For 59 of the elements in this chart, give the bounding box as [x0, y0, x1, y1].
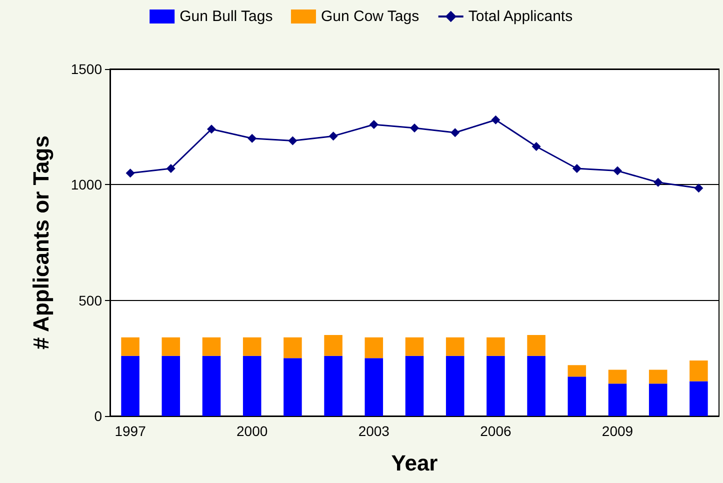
bar: [608, 370, 627, 384]
x-tick-label: 2009: [602, 423, 634, 439]
bar: [446, 337, 464, 356]
legend-label: Gun Bull Tags: [180, 8, 273, 25]
bar: [527, 356, 546, 416]
point: [572, 164, 582, 173]
point: [207, 124, 216, 134]
bar: [568, 365, 586, 377]
y-tick-label: 0: [94, 408, 102, 424]
bar: [608, 384, 627, 416]
bar: [202, 337, 221, 356]
point: [491, 115, 500, 124]
x-axis-title: Year: [391, 450, 438, 476]
point: [532, 142, 541, 151]
bar: [446, 356, 464, 416]
point: [654, 178, 663, 187]
bar: [690, 381, 708, 416]
bar: [486, 356, 505, 416]
point: [328, 132, 338, 141]
bar: [486, 337, 505, 356]
point: [166, 164, 176, 173]
bar: [162, 356, 180, 416]
bar: [364, 358, 384, 416]
bar: [324, 356, 342, 416]
bar: [202, 356, 221, 416]
bar: [121, 337, 140, 356]
bar: [568, 376, 586, 416]
x-tick-label: 2003: [358, 423, 390, 439]
point: [248, 134, 257, 143]
y-tick-label: 500: [78, 292, 102, 308]
bar: [648, 384, 668, 416]
bar: [364, 337, 384, 358]
bar: [648, 370, 668, 384]
bar: [405, 337, 424, 356]
bar: [242, 337, 262, 356]
bar: [121, 356, 140, 416]
point: [450, 128, 460, 138]
bar: [284, 358, 302, 416]
point: [126, 168, 135, 178]
y-tick-label: 1500: [70, 61, 102, 77]
point: [288, 136, 298, 146]
point: [613, 166, 622, 176]
point: [410, 123, 419, 132]
x-tick-label: 2006: [480, 423, 512, 439]
bar: [162, 337, 180, 356]
y-tick-label: 1000: [70, 176, 102, 193]
x-tick-label: 1997: [114, 423, 146, 439]
bar: [284, 337, 302, 358]
bar: [527, 335, 546, 356]
y-axis-title: # Applicants or Tags: [28, 136, 54, 350]
bar: [405, 356, 424, 416]
x-tick-label: 2000: [236, 423, 268, 439]
legend-label: Gun Cow Tags: [320, 8, 420, 25]
bar: [242, 356, 262, 416]
bar: [690, 360, 708, 382]
bar: [324, 335, 342, 356]
point: [694, 184, 704, 193]
legend-label: Total Applicants: [468, 8, 573, 25]
point: [369, 120, 378, 130]
